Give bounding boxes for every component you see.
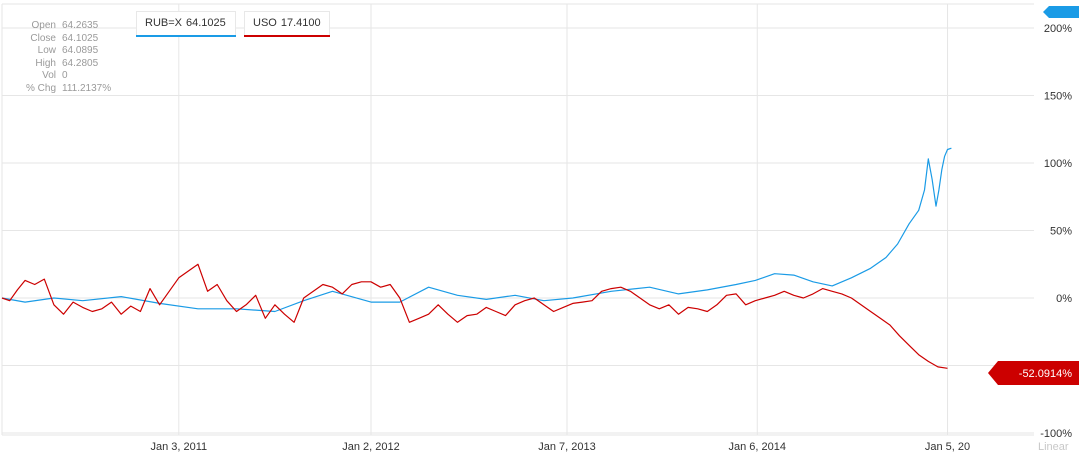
chart-series	[1, 147, 952, 369]
legend-series-name: USO	[253, 17, 277, 29]
ohlc-label: Close	[30, 32, 56, 44]
series-line-rubx	[1, 147, 952, 313]
y-tick-label: -100%	[1040, 428, 1072, 440]
ohlc-value: 64.2805	[62, 57, 99, 69]
chart-grid	[1, 3, 1034, 436]
legend-color-bar	[136, 35, 236, 37]
x-tick-label: Jan 6, 2014	[729, 441, 787, 453]
x-tick-label: Jan 3, 2011	[150, 441, 207, 453]
ohlc-row-pct-change: % Chg 111.2137%	[14, 83, 111, 96]
ohlc-value: 64.2635	[62, 20, 99, 31]
scale-mode-label[interactable]: Linear	[1038, 441, 1069, 453]
ohlc-label: Low	[37, 45, 56, 57]
ohlc-row-open: Open 64.2635	[14, 20, 111, 33]
y-tick-label: 200%	[1044, 23, 1072, 35]
ohlc-value: 111.2137%	[62, 82, 112, 94]
ohlc-value: 64.0895	[62, 45, 99, 57]
ohlc-panel: Open 64.2635 Close 64.1025 Low 64.0895 High…	[14, 20, 111, 96]
y-tick-label: 50%	[1050, 226, 1072, 238]
x-tick-label: Jan 2, 2012	[342, 441, 400, 453]
x-tick-label: Jan 7, 2013	[538, 441, 596, 453]
ohlc-row-close: Close 64.1025	[14, 33, 111, 46]
rub-end-arrow-icon	[1043, 6, 1079, 18]
ohlc-label: Open	[31, 20, 56, 31]
x-axis-ticks: Jan 3, 2011 Jan 2, 2012 Jan 7, 2013 Jan 6, …	[150, 441, 970, 453]
ohlc-row-vol: Vol 0	[14, 70, 111, 83]
legend-series-value: 64.1025	[186, 17, 226, 29]
ohlc-label: % Chg	[25, 82, 56, 94]
ohlc-label: Vol	[42, 70, 56, 82]
legend-item-rub[interactable]: RUB=X 64.1025	[136, 11, 236, 37]
ohlc-label: High	[35, 57, 56, 69]
end-value-flag-shape	[988, 361, 1079, 385]
y-tick-label: 0%	[1056, 293, 1072, 305]
x-tick-label: Jan 5, 20	[925, 441, 970, 453]
end-value-label: -52.0914%	[1019, 368, 1072, 380]
ohlc-value: 0	[62, 70, 68, 82]
ohlc-row-low: Low 64.0895	[14, 45, 111, 58]
legend-item-uso[interactable]: USO 17.4100	[244, 11, 330, 37]
legend-series-value: 17.4100	[280, 17, 321, 29]
ohlc-row-high: High 64.2805	[14, 58, 111, 71]
legend-series-name: RUB=X	[145, 17, 182, 29]
end-value-flag: -52.0914%	[988, 361, 1079, 385]
y-tick-label: 100%	[1044, 158, 1072, 170]
ohlc-value: 64.1025	[62, 32, 99, 44]
series-line-uso	[1, 263, 948, 369]
legend-color-bar	[244, 35, 330, 37]
y-tick-label: 150%	[1044, 91, 1072, 103]
